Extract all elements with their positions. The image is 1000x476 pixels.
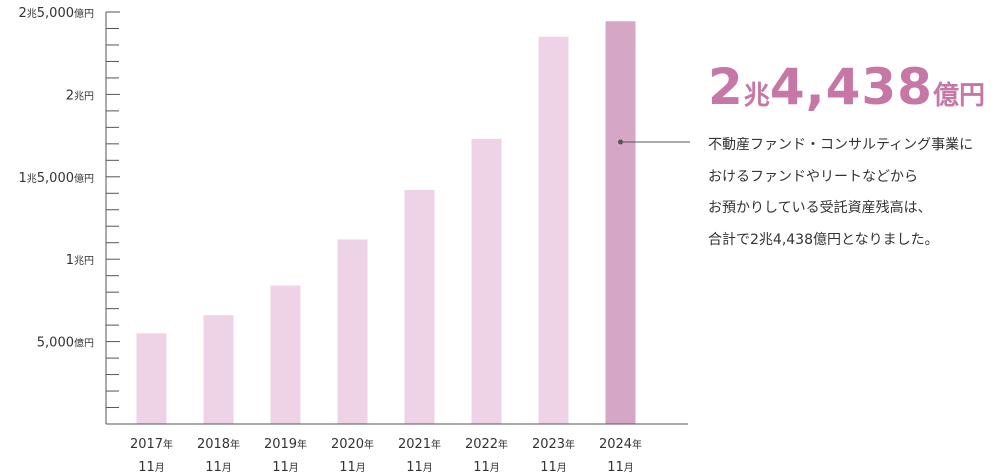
total-amount-trillions: 2 bbox=[708, 58, 744, 116]
bar-2020 bbox=[337, 239, 368, 424]
x-tick-label-year: 2021年 bbox=[398, 437, 441, 452]
bar-2019 bbox=[270, 285, 301, 424]
bar-2024 bbox=[605, 21, 636, 425]
x-tick-label-month: 11月 bbox=[473, 460, 500, 475]
x-tick-label-month: 11月 bbox=[339, 460, 366, 475]
x-tick-label-year: 2020年 bbox=[331, 437, 374, 452]
x-tick-label-month: 11月 bbox=[406, 460, 433, 475]
y-tick-label: 1兆5,000億円 bbox=[19, 171, 95, 186]
y-tick-label: 2兆円 bbox=[66, 88, 94, 103]
bar-2022 bbox=[471, 138, 502, 424]
total-amount-oku: 4,438 bbox=[769, 58, 933, 116]
total-amount-headline: 2兆4,438億円 bbox=[708, 58, 985, 116]
bar-2021 bbox=[404, 189, 435, 424]
x-tick-label-month: 11月 bbox=[272, 460, 299, 475]
x-tick-label-month: 11月 bbox=[138, 460, 165, 475]
x-tick-label-year: 2022年 bbox=[465, 437, 508, 452]
callout-line-2: おけるファンドやリートなどから bbox=[708, 168, 918, 185]
callout-line-4: 合計で2兆4,438億円となりました。 bbox=[708, 231, 939, 248]
y-tick-label: 2兆5,000億円 bbox=[19, 6, 95, 21]
x-tick-label-year: 2017年 bbox=[130, 437, 173, 452]
x-tick-label-year: 2019年 bbox=[264, 437, 307, 452]
bar-2017 bbox=[136, 333, 167, 424]
callout-leader-dot bbox=[618, 139, 623, 145]
y-tick-label: 1兆円 bbox=[66, 253, 94, 268]
x-tick-label-year: 2023年 bbox=[532, 437, 575, 452]
bar-2023 bbox=[538, 36, 569, 424]
callout-line-1: 不動産ファンド・コンサルティング事業に bbox=[708, 137, 974, 153]
total-amount-unit-oku-yen: 億円 bbox=[932, 81, 985, 111]
callout-line-3: お預かりしている受託資産残高は、 bbox=[708, 200, 932, 216]
x-tick-label-month: 11月 bbox=[540, 460, 567, 475]
total-amount-unit-trillion: 兆 bbox=[743, 81, 770, 111]
x-tick-label-year: 2024年 bbox=[599, 437, 642, 452]
bar-2018 bbox=[203, 315, 234, 424]
x-tick-label-month: 11月 bbox=[205, 460, 232, 475]
y-tick-label: 5,000億円 bbox=[37, 336, 94, 351]
x-tick-label-year: 2018年 bbox=[197, 437, 240, 452]
x-tick-label-month: 11月 bbox=[607, 460, 634, 475]
callout-description: 不動産ファンド・コンサルティング事業に おけるファンドやリートなどから お預かり… bbox=[708, 130, 998, 256]
